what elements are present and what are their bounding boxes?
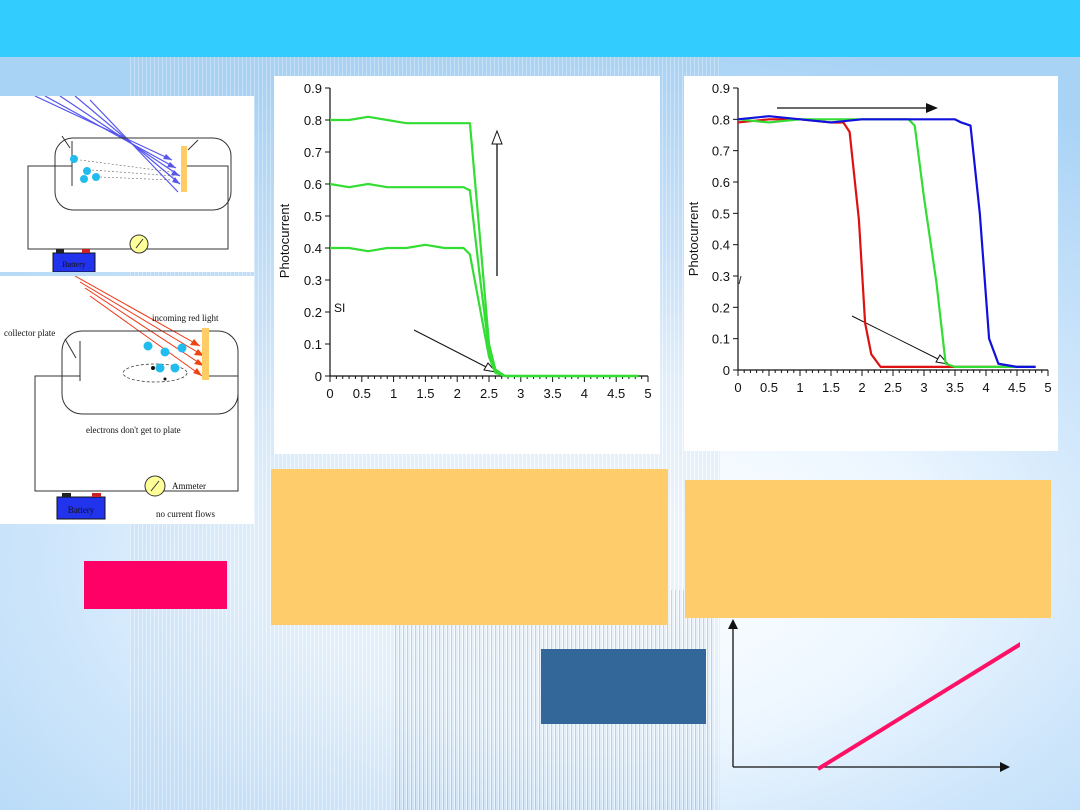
label-box (541, 649, 706, 724)
chart2-xtick-label: 2.5 (884, 380, 902, 395)
linear-relation-graph (728, 619, 1020, 772)
battery-label-top: Battery (62, 260, 86, 269)
note-box-left (271, 469, 668, 625)
chart1-xtick-label: 0.5 (353, 386, 371, 401)
chart1-ytick-label: 0.7 (304, 145, 322, 160)
chart2-xtick-label: 3 (920, 380, 927, 395)
chart1-ylabel: Photocurrent (277, 203, 292, 278)
chart2-ytick-label: 0.9 (712, 81, 730, 96)
chart1-xtick-label: 3.5 (544, 386, 562, 401)
chart1-xtick-label: 4 (581, 386, 588, 401)
battery-label-bottom: Battery (68, 505, 95, 515)
chart1-ytick-label: 0.4 (304, 241, 322, 256)
chart2-series-2 (737, 115, 1036, 368)
chart2-ytick-label: 0.5 (712, 206, 730, 221)
chart2-ytick-label: 0.7 (712, 144, 730, 159)
chart2-xtick-label: 1 (796, 380, 803, 395)
chart2-ylabel: Photocurrent (686, 201, 701, 276)
photocurrent-chart-frequency: Photocurrent 0 0.5 1 1.5 2 2.5 3 3.5 4 4.5 5 0 0.1 0.… (684, 76, 1058, 451)
chart1-ytick-label: 0.1 (304, 337, 322, 352)
chart2-xtick-label: 4 (982, 380, 989, 395)
linear-line (816, 642, 1020, 771)
chart1-xtick-label: 1 (390, 386, 397, 401)
incoming-light-label: incoming red light (152, 313, 219, 323)
chart1-xtick-label: 4.5 (607, 386, 625, 401)
chart1-xtick-label: 2 (454, 386, 461, 401)
chart1-xtick-label: 0 (326, 386, 333, 401)
chart2-xtick-label: 2 (858, 380, 865, 395)
chart1-ytick-label: 0.3 (304, 273, 322, 288)
chart1-ytick-label: 0.8 (304, 113, 322, 128)
circuit-diagram-bottom: Battery collector plate incoming red lig… (0, 275, 254, 524)
chart2-ytick-label: 0.6 (712, 175, 730, 190)
chart1-series-2 (330, 243, 639, 378)
no-current-label: no current flows (156, 509, 215, 519)
chart1-xtick-label: 3 (517, 386, 524, 401)
chart2-ytick-label: 0.2 (712, 300, 730, 315)
chart1-ytick-label: 0.2 (304, 305, 322, 320)
chart2-ytick-label: 0.4 (712, 238, 730, 253)
chart2-ytick-label: 0.8 (712, 112, 730, 127)
frequency-arrow-head (926, 103, 938, 113)
intensity-arrow-head (491, 129, 503, 145)
chart1-ytick-label: 0.5 (304, 209, 322, 224)
chart1-ytick-label: 0.9 (304, 81, 322, 96)
chart1-annotation: SI (334, 301, 345, 315)
chart2-ytick-label: 0.1 (712, 332, 730, 347)
photocurrent-chart-intensity: Photocurrent SI 0 0.5 1 1.5 2 2.5 3 3.5 4 4.5 5 0 0.… (274, 76, 660, 454)
note-box-right (685, 480, 1051, 618)
highlight-box (84, 561, 227, 609)
chart2-axes (737, 88, 1049, 376)
electrons-label: electrons don't get to plate (86, 425, 181, 435)
chart1-xtick-label: 2.5 (480, 386, 498, 401)
title-bar (0, 0, 1080, 57)
chart2-xtick-label: 0 (734, 380, 741, 395)
chart2-xtick-label: 5 (1044, 380, 1051, 395)
threshold-pointer (851, 315, 945, 363)
chart2-xtick-label: 0.5 (760, 380, 778, 395)
chart2-series-0 (737, 118, 1036, 368)
collector-plate-label: collector plate (4, 328, 55, 338)
chart2-ytick-label: 0 (723, 363, 730, 378)
stopping-voltage-pointer (413, 329, 493, 371)
chart2-xtick-label: 4.5 (1008, 380, 1026, 395)
chart2-ytick-label: 0.3 (712, 269, 730, 284)
chart1-ytick-label: 0.6 (304, 177, 322, 192)
circuit-diagram-top: Battery (0, 95, 254, 273)
chart1-xtick-label: 1.5 (416, 386, 434, 401)
chart2-xtick-label: 1.5 (822, 380, 840, 395)
chart1-xtick-label: 5 (644, 386, 651, 401)
chart2-series-1 (737, 118, 1036, 368)
chart1-ytick-label: 0 (315, 369, 322, 384)
ammeter-label: Ammeter (172, 481, 206, 491)
chart2-xtick-label: 3.5 (946, 380, 964, 395)
